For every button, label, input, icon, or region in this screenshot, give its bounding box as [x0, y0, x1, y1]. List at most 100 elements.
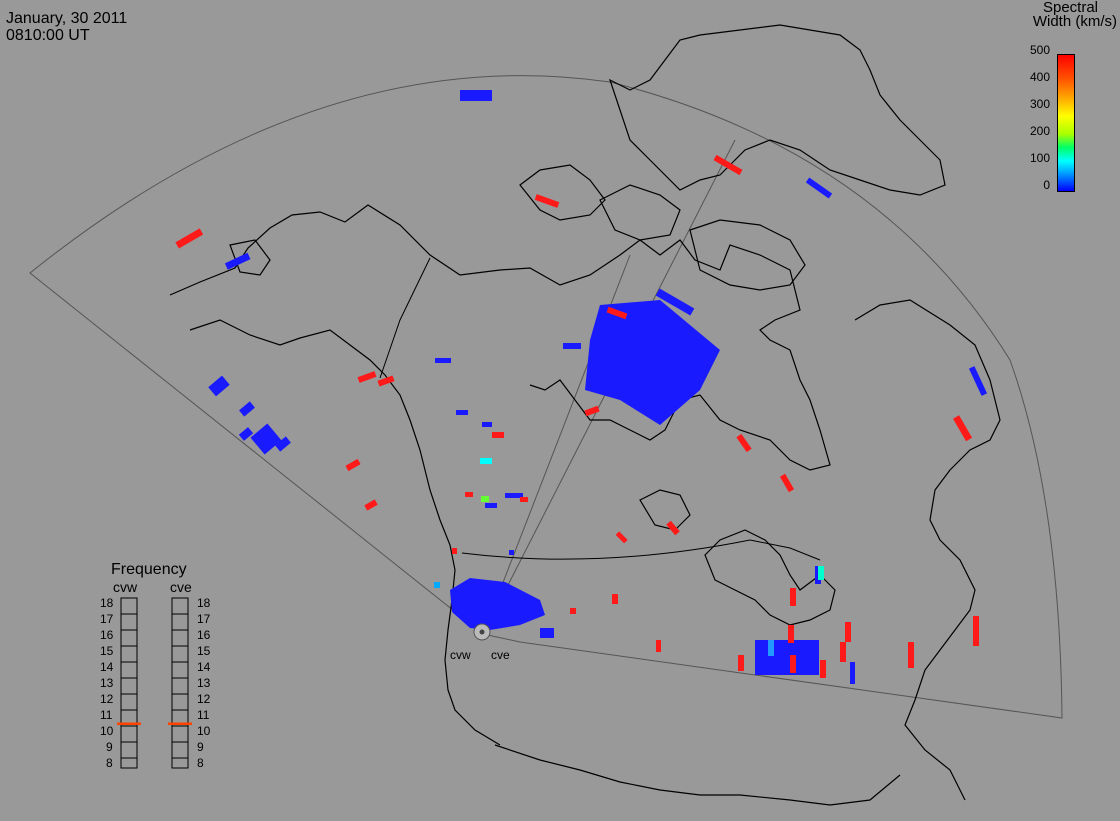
echo-cell: [612, 594, 618, 604]
echo-cell: [239, 401, 255, 417]
echo-cluster-lakes: [755, 640, 819, 675]
freq-tick: 12: [197, 692, 211, 706]
freq-gridlines: [121, 613, 188, 759]
colorbar-tick: 200: [1029, 124, 1050, 138]
atlantic-coast: [854, 299, 1001, 801]
freq-bar-cve: [171, 597, 189, 769]
echo-cell: [456, 410, 468, 415]
echo-cell: [377, 375, 395, 387]
echo-cell: [175, 228, 204, 249]
freq-tick: 15: [100, 644, 114, 658]
freq-tick: 12: [100, 692, 114, 706]
freq-tick: 10: [197, 724, 211, 738]
freq-tick: 11: [197, 708, 210, 722]
echo-cell: [435, 358, 451, 363]
freq-tick: 9: [106, 740, 113, 754]
echo-cell: [788, 625, 794, 643]
time-label: 0810:00 UT: [6, 27, 90, 44]
greenland: [608, 24, 946, 196]
colorbar-tick: 0: [1043, 178, 1050, 192]
echo-cell: [768, 640, 774, 656]
date-label: January, 30 2011: [6, 10, 128, 27]
echo-cell: [482, 422, 492, 427]
echo-cell: [224, 252, 251, 270]
echo-cell: [655, 288, 695, 316]
field-of-view: [29, 75, 1063, 719]
freq-tick: 17: [100, 612, 114, 626]
coastlines: [169, 24, 1001, 806]
echo-cell: [656, 640, 661, 652]
radar-label-cve: cve: [491, 648, 510, 662]
echo-cell: [666, 520, 680, 536]
freq-tick: 8: [197, 756, 204, 770]
echoes-low-width: [208, 90, 988, 684]
freq-tick: 18: [197, 596, 211, 610]
freq-tick: 11: [100, 708, 113, 722]
colorbar-tick: 300: [1029, 97, 1050, 111]
echo-cell: [434, 582, 440, 588]
arctic-island-1: [519, 164, 606, 221]
freq-tick: 16: [197, 628, 211, 642]
lake-winnipeg: [639, 489, 691, 531]
echo-cluster-radar: [450, 578, 545, 630]
echo-cell: [850, 662, 855, 684]
baffin-island: [689, 219, 806, 291]
echo-cell: [908, 642, 914, 668]
echo-cell: [973, 616, 979, 646]
echo-cell: [953, 415, 973, 442]
freq-tick: 17: [197, 612, 211, 626]
echo-cell: [509, 550, 514, 555]
pacific-coast: [189, 319, 501, 746]
frequency-station-cve: cve: [170, 579, 192, 595]
frequency-title: Frequency: [111, 561, 187, 578]
echoes-mid-width: [434, 458, 824, 656]
echo-cell: [606, 306, 628, 320]
freq-tick: 13: [100, 676, 114, 690]
echo-cell: [790, 588, 796, 606]
echo-cell: [275, 436, 291, 452]
colorbar-gradient: [1057, 54, 1075, 192]
echo-cell: [818, 566, 824, 580]
echo-cell: [452, 548, 457, 554]
colorbar-title-line1: Spectral: [1042, 0, 1098, 16]
echo-cell: [364, 499, 378, 511]
freq-tick: 18: [100, 596, 114, 610]
freq-tick: 8: [106, 756, 113, 770]
echo-cell: [238, 427, 254, 441]
us-canada-border: [461, 539, 751, 560]
fov-outline: [29, 75, 1063, 719]
echo-cell: [345, 458, 361, 472]
echo-cell: [713, 154, 743, 176]
freq-tick: 14: [100, 660, 114, 674]
border-east: [749, 539, 821, 561]
echo-cell: [505, 493, 523, 498]
freq-tick: 10: [100, 724, 114, 738]
arctic-island-2: [599, 184, 681, 241]
gulf-coast: [494, 744, 901, 806]
echo-cell: [779, 473, 795, 493]
freq-tick: 15: [197, 644, 211, 658]
echo-cell: [805, 177, 833, 199]
frequency-panel-graphics: [120, 597, 189, 769]
echo-cell: [520, 497, 528, 502]
echo-cell: [584, 405, 600, 417]
frequency-station-cvw: cvw: [113, 579, 138, 595]
radar-label-cvw: cvw: [450, 648, 471, 662]
freq-tick: 13: [197, 676, 211, 690]
echo-cell: [465, 492, 473, 497]
echo-cell: [738, 655, 744, 671]
echo-cell: [968, 366, 988, 396]
echo-cell: [250, 423, 282, 455]
great-lakes: [704, 529, 836, 626]
freq-tick: 9: [197, 740, 204, 754]
echo-cell: [485, 503, 497, 508]
freq-bar-cvw: [120, 597, 138, 769]
echo-cell: [481, 496, 489, 502]
echo-cell: [736, 433, 752, 453]
echo-cell: [357, 371, 377, 383]
borders: [379, 257, 821, 561]
alaska-island: [229, 239, 271, 276]
echo-cell: [460, 90, 492, 101]
echo-cell: [820, 660, 826, 678]
